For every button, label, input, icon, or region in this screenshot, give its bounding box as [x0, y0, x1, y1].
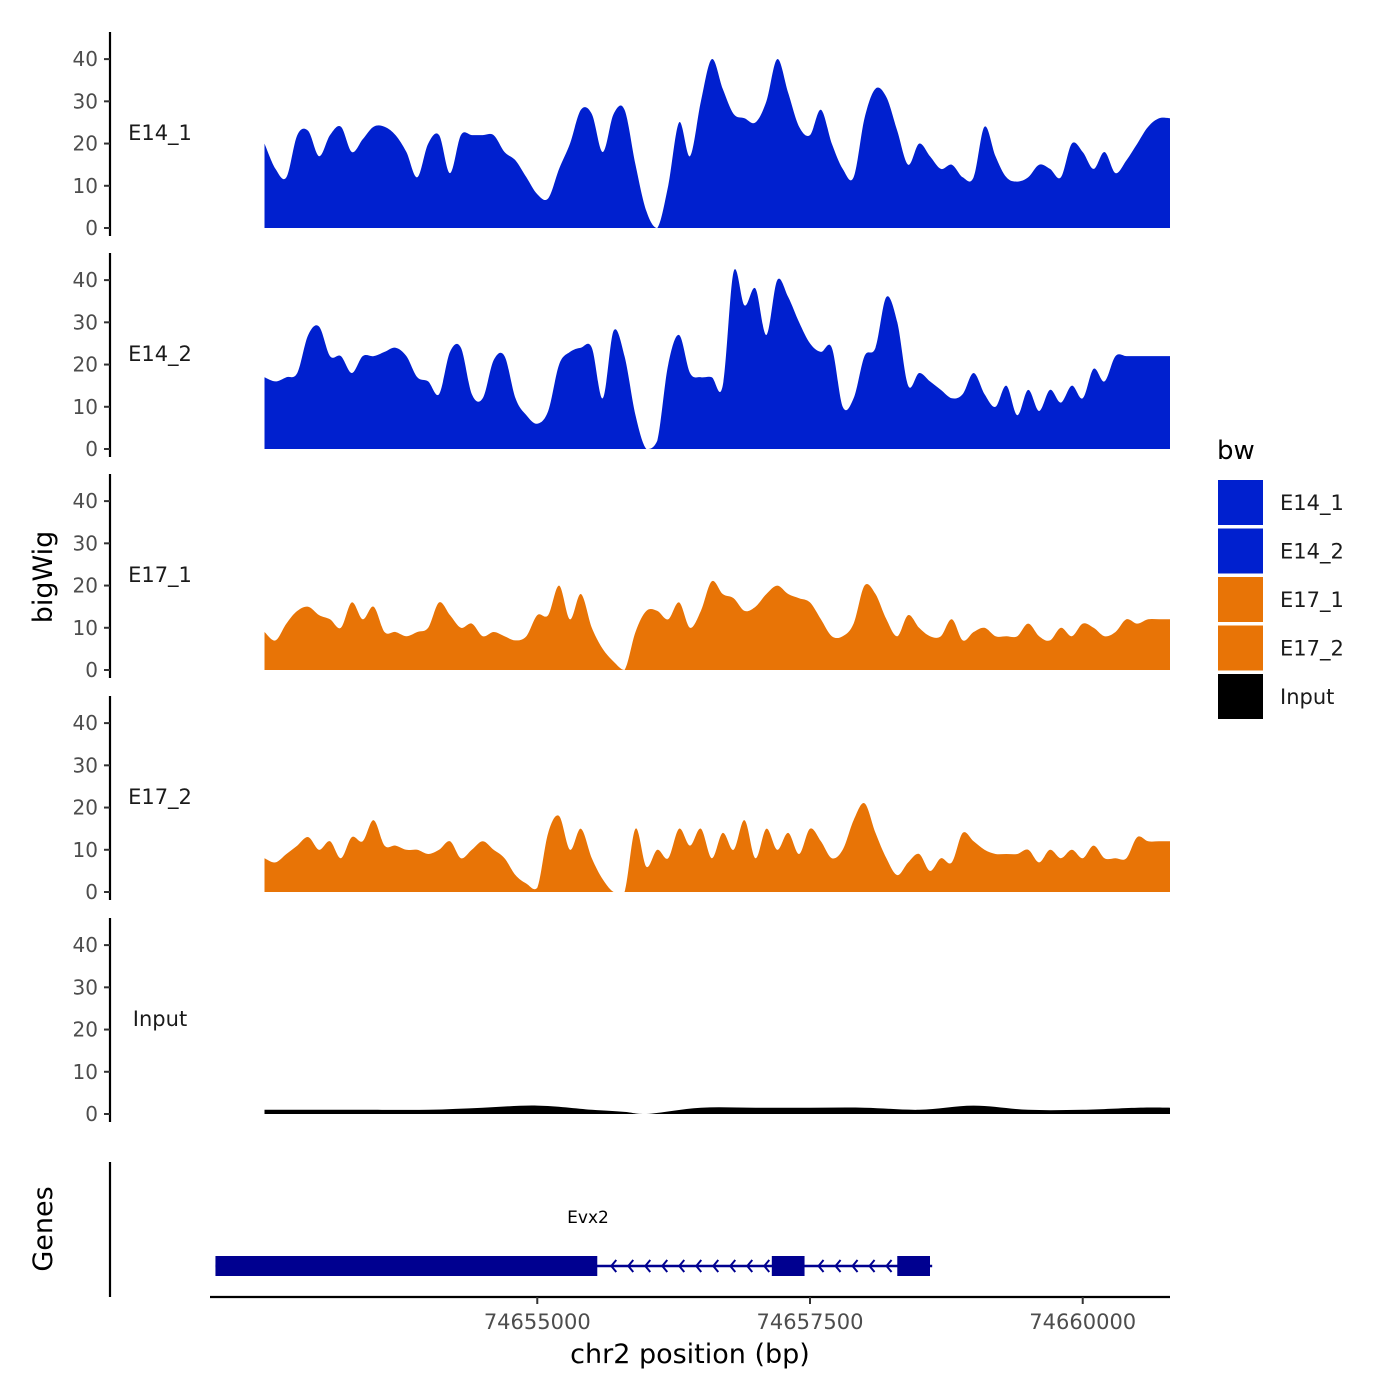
x-axis: 74655000 74657500 74660000 [210, 1295, 1170, 1334]
legend-label-e17-1: E17_1 [1280, 588, 1344, 613]
legend-label-e14-2: E14_2 [1280, 540, 1344, 565]
strand-arrow [834, 1259, 842, 1273]
strand-arrow [762, 1259, 771, 1273]
gene-label: Evx2 [567, 1208, 609, 1228]
y-tick-label-e17-2-20: 20 [73, 796, 98, 820]
track-label-e17-2: E17_2 [128, 785, 192, 810]
y-tick-label-e17-2-0: 0 [85, 880, 98, 904]
x-axis-title: chr2 position (bp) [570, 1339, 810, 1370]
legend-swatch-e17-2 [1218, 625, 1263, 671]
y-tick-label-input-20: 20 [73, 1018, 98, 1042]
gene-exon-2 [771, 1256, 805, 1276]
y-tick-label-input-10: 10 [73, 1060, 98, 1084]
legend-swatch-e14-1 [1218, 480, 1263, 525]
legend-entry-e14-2: E14_2 [1218, 528, 1344, 574]
y-tick-label-e17-2-10: 10 [73, 838, 98, 862]
y-tick-label-e14-1-0: 0 [85, 216, 98, 240]
strand-arrow [626, 1259, 635, 1273]
strand-arrow [660, 1259, 669, 1273]
gene-panel: Genes Evx2 [28, 1162, 933, 1297]
genes-axis-title: Genes [28, 1186, 59, 1271]
legend-entry-e17-2: E17_2 [1218, 625, 1344, 671]
y-tick-label-e17-1-0: 0 [85, 658, 98, 682]
strand-arrow [728, 1259, 737, 1273]
legend-swatch-e17-1 [1218, 577, 1263, 622]
y-tick-label-e14-1-30: 30 [73, 89, 98, 113]
x-tick-label-74655000: 74655000 [484, 1310, 591, 1334]
y-tick-label-e17-1-30: 30 [73, 531, 98, 555]
legend-swatch-input [1218, 674, 1263, 719]
y-tick-label-input-30: 30 [73, 975, 98, 999]
y-tick-label-e17-1-10: 10 [73, 616, 98, 640]
area-e14-2 [264, 269, 1170, 449]
strand-arrow [885, 1259, 893, 1273]
legend-label-input: Input [1280, 685, 1334, 709]
track-e17-1: 0 10 20 30 40 E17_1 [73, 474, 1170, 682]
strand-arrow [868, 1259, 876, 1273]
track-e17-2: 0 10 20 30 40 E17_2 [73, 696, 1170, 904]
y-tick-label-e14-1-10: 10 [73, 174, 98, 198]
gene-model [215, 1256, 933, 1276]
area-e17-1 [264, 580, 1170, 670]
y-tick-label-e17-2-40: 40 [73, 711, 98, 735]
x-tick-label-74660000: 74660000 [1029, 1310, 1136, 1334]
y-axis-title: bigWig [28, 531, 59, 624]
legend-entry-e14-1: E14_1 [1218, 480, 1344, 525]
legend: bw E14_1 E14_2 E17_1 E17_2 Input [1217, 436, 1344, 719]
y-tick-label-e14-2-20: 20 [73, 353, 98, 377]
y-tick-label-e14-2-10: 10 [73, 395, 98, 419]
track-label-e14-2: E14_2 [128, 342, 192, 367]
y-tick-label-e14-2-30: 30 [73, 310, 98, 334]
track-label-input: Input [133, 1007, 187, 1031]
strand-arrow [711, 1259, 720, 1273]
gene-exon-1 [215, 1256, 598, 1276]
y-tick-label-e17-1-40: 40 [73, 489, 98, 513]
coverage-tracks: 0 10 20 30 40 E14_1 0 10 20 30 40 E14_2 0 10 20 30 40 E17… [73, 32, 1170, 1126]
strand-arrow [851, 1259, 859, 1273]
y-tick-label-e14-1-20: 20 [73, 132, 98, 156]
track-label-e17-1: E17_1 [128, 563, 192, 588]
track-label-e14-1: E14_1 [128, 121, 192, 146]
strand-arrow [745, 1259, 754, 1273]
area-e14-1 [264, 58, 1170, 228]
legend-label-e17-2: E17_2 [1280, 637, 1344, 662]
strand-arrow [643, 1259, 652, 1273]
strand-arrow [677, 1259, 686, 1273]
y-tick-label-e17-1-20: 20 [73, 574, 98, 598]
y-tick-label-e14-2-0: 0 [85, 437, 98, 461]
y-tick-label-e14-1-40: 40 [73, 47, 98, 71]
area-e17-2 [264, 803, 1170, 892]
legend-entry-input: Input [1218, 674, 1334, 719]
area-input [264, 1105, 1170, 1114]
track-e14-1: 0 10 20 30 40 E14_1 [73, 32, 1170, 240]
y-tick-label-e17-2-30: 30 [73, 753, 98, 777]
gene-exon-3 [897, 1256, 930, 1276]
legend-swatch-e14-2 [1218, 528, 1263, 574]
legend-label-e14-1: E14_1 [1280, 491, 1344, 516]
track-input: 0 10 20 30 40 Input [73, 918, 1170, 1126]
x-tick-label-74657500: 74657500 [757, 1310, 864, 1334]
legend-entry-e17-1: E17_1 [1218, 577, 1344, 622]
strand-arrow [609, 1259, 618, 1273]
strand-arrow [817, 1259, 825, 1273]
y-tick-label-input-40: 40 [73, 933, 98, 957]
track-e14-2: 0 10 20 30 40 E14_2 [73, 253, 1170, 461]
strand-arrow [694, 1259, 703, 1273]
y-tick-label-input-0: 0 [85, 1102, 98, 1126]
legend-title: bw [1217, 436, 1255, 466]
y-tick-label-e14-2-40: 40 [73, 268, 98, 292]
